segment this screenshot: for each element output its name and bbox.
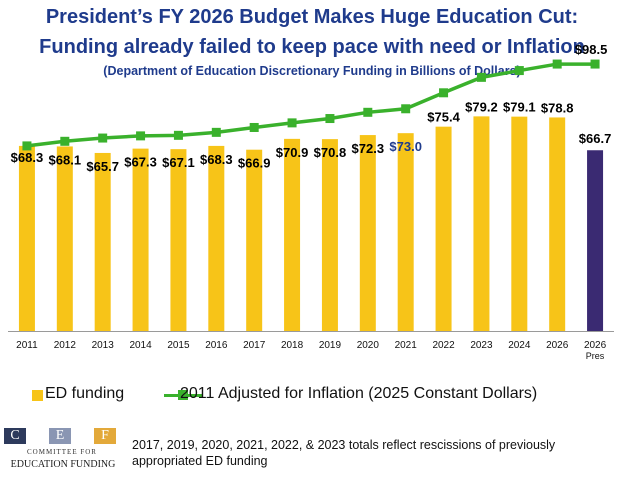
x-tick-label: 2016: [205, 340, 228, 351]
bar-2020: [359, 135, 376, 331]
bar-2022: [435, 126, 452, 331]
x-tick-label: 2021: [395, 340, 418, 351]
bar-value-label: $70.8: [314, 145, 347, 160]
inflation-marker-9: [363, 107, 373, 117]
bar-2017: [246, 149, 263, 331]
legend-bar-swatch: [32, 390, 43, 401]
chart-subtitle: Funding already failed to keep pace with…: [39, 36, 585, 58]
bar-2026-pres: [587, 150, 604, 331]
bar-2021: [397, 133, 414, 331]
bar-value-label: $72.3: [352, 141, 385, 156]
inflation-marker-1: [60, 136, 70, 146]
inflation-marker-6: [249, 122, 259, 132]
logo-letter-f: F: [94, 428, 116, 444]
footnote: 2017, 2019, 2020, 2021, 2022, & 2023 tot…: [132, 438, 556, 468]
inflation-marker-15: [590, 59, 600, 69]
inflation-marker-0: [22, 141, 32, 151]
bar-value-label: $66.7: [579, 131, 612, 146]
bar-2024: [511, 116, 528, 331]
x-tick-label: 2017: [243, 340, 266, 351]
inflation-marker-2: [98, 133, 108, 143]
x-tick-label: 2014: [129, 340, 152, 351]
bar-2015: [170, 149, 187, 331]
logo-letter-e: E: [49, 428, 71, 444]
bar-2012: [56, 146, 73, 331]
inflation-line: [26, 62, 596, 148]
inflation-marker-11: [439, 88, 449, 98]
x-tick-label: 2023: [470, 340, 493, 351]
bar-value-label: $68.3: [11, 150, 44, 165]
x-tick-label: 2022: [432, 340, 455, 351]
bar-2016: [208, 145, 225, 331]
inflation-marker-8: [325, 114, 335, 124]
legend-bar-label: ED funding: [45, 385, 125, 402]
legend-line-marker: [178, 390, 188, 400]
x-tick-label: 2015: [167, 340, 190, 351]
inflation-marker-5: [211, 127, 221, 137]
bar-value-label: $73.0: [389, 139, 422, 154]
bar-2023: [473, 116, 490, 331]
x-tick-label: 2018: [281, 340, 304, 351]
bar-2014: [132, 148, 149, 331]
bar-value-label: $78.8: [541, 100, 574, 115]
chart-title: President’s FY 2026 Budget Makes Huge Ed…: [45, 6, 579, 28]
bar-2019: [321, 139, 338, 331]
bar-value-label: $70.9: [276, 145, 309, 160]
bar-value-label: $75.4: [427, 110, 460, 125]
logo-letter-c: C: [4, 428, 26, 444]
bar-value-label: $66.9: [238, 156, 271, 171]
bar-value-label: $68.1: [49, 152, 82, 167]
inflation-marker-14: [552, 59, 562, 69]
line-value-label: $98.5: [575, 42, 608, 57]
inflation-marker-13: [514, 66, 524, 76]
logo-line2: EDUCATION FUNDING: [10, 459, 116, 470]
inflation-marker-3: [136, 131, 146, 141]
x-tick-label: 2019: [319, 340, 342, 351]
bar-value-label: $79.1: [503, 100, 536, 115]
chart-note: (Department of Education Discretionary F…: [103, 64, 521, 78]
inflation-marker-12: [476, 72, 486, 82]
bar-value-label: $68.3: [200, 152, 233, 167]
inflation-marker-10: [401, 104, 411, 114]
legend-line-label: 2011 Adjusted for Inflation (2025 Consta…: [180, 385, 538, 402]
logo-line1: COMMITTEE FOR: [27, 448, 97, 456]
bar-value-label: $67.1: [162, 155, 195, 170]
bar-value-label: $79.2: [465, 99, 498, 114]
x-tick-label: 2026: [546, 340, 569, 351]
x-tick-label: 2026: [584, 340, 607, 351]
x-tick-label: 2013: [92, 340, 115, 351]
bar-2018: [284, 138, 301, 331]
bar-value-label: $65.7: [86, 159, 119, 174]
chart-area: $68.3 $68.1 $65.7 $67.3 $67.1 $68.3 $66.9 $70.9…: [8, 42, 614, 361]
x-tick-label: 2024: [508, 340, 531, 351]
bar-2026: [549, 117, 566, 332]
cef-logo: C E F COMMITTEE FOR EDUCATION FUNDING: [4, 428, 122, 476]
x-tick-label: 2011: [16, 340, 38, 351]
bar-2013: [94, 152, 111, 331]
inflation-marker-4: [173, 130, 183, 140]
x-tick-label-line2: Pres: [586, 351, 605, 361]
inflation-marker-7: [287, 118, 297, 128]
bar-2011: [18, 145, 35, 331]
bar-value-label: $67.3: [124, 155, 157, 170]
x-tick-label: 2012: [54, 340, 77, 351]
x-tick-label: 2020: [357, 340, 380, 351]
